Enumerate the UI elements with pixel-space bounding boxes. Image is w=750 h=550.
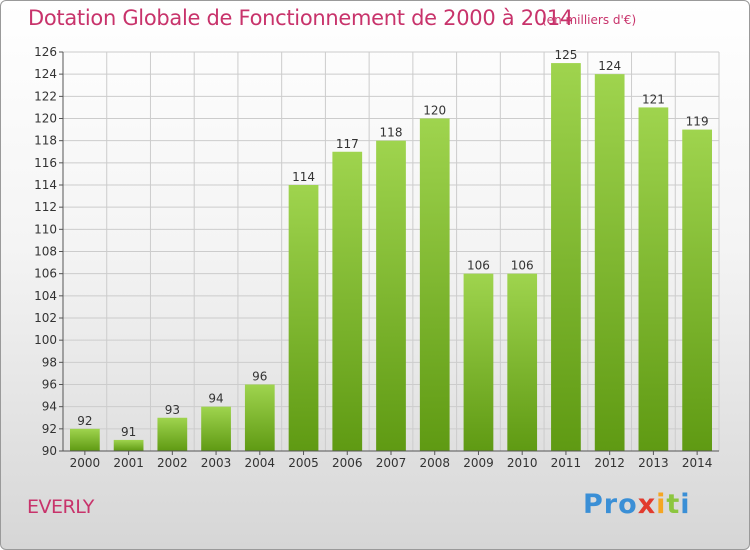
y-tick-label: 94 — [42, 400, 57, 414]
bar-value-label: 96 — [252, 370, 267, 384]
y-tick-label: 116 — [34, 156, 57, 170]
bar — [463, 273, 494, 451]
y-tick-label: 112 — [34, 200, 57, 214]
bar-value-label: 121 — [642, 92, 665, 106]
x-tick-label: 2007 — [376, 456, 407, 470]
bar-value-label: 93 — [165, 403, 180, 417]
x-tick-label: 2004 — [245, 456, 276, 470]
bar — [288, 185, 319, 451]
x-tick-label: 2011 — [551, 456, 582, 470]
x-tick-label: 2010 — [507, 456, 538, 470]
bar-value-label: 124 — [598, 59, 621, 73]
y-tick-label: 98 — [42, 355, 57, 369]
x-tick-label: 2006 — [332, 456, 363, 470]
logo-letter: i — [656, 489, 667, 520]
y-tick-label: 118 — [34, 134, 57, 148]
bar — [332, 151, 363, 451]
bar — [244, 384, 275, 451]
y-tick-label: 106 — [34, 267, 57, 281]
x-tick-label: 2008 — [419, 456, 450, 470]
y-tick-label: 126 — [34, 45, 57, 59]
bar — [638, 107, 669, 452]
bar-value-label: 125 — [554, 48, 577, 62]
proxiti-logo: Proxiti — [583, 489, 691, 520]
bar-value-label: 94 — [208, 392, 223, 406]
y-tick-label: 110 — [34, 222, 57, 236]
bar — [69, 428, 100, 451]
logo-letter: i — [680, 489, 691, 520]
y-tick-label: 122 — [34, 89, 57, 103]
bar-value-label: 120 — [423, 104, 446, 118]
bar-value-label: 92 — [77, 414, 92, 428]
y-tick-label: 102 — [34, 311, 57, 325]
bar-value-label: 106 — [467, 259, 490, 273]
y-tick-label: 114 — [34, 178, 57, 192]
bar-value-label: 117 — [336, 137, 359, 151]
bar-value-label: 106 — [511, 259, 534, 273]
y-tick-label: 96 — [42, 378, 57, 392]
chart-subtitle: (en milliers d'€) — [542, 13, 637, 27]
x-tick-label: 2014 — [682, 456, 713, 470]
x-tick-label: 2005 — [288, 456, 319, 470]
bar — [594, 74, 625, 452]
bar — [551, 63, 581, 451]
y-tick-label: 120 — [34, 112, 57, 126]
logo-letter: r — [603, 489, 619, 520]
y-tick-label: 124 — [34, 67, 57, 81]
bar — [419, 118, 450, 451]
bar-value-label: 119 — [686, 115, 709, 129]
bar-value-label: 118 — [380, 126, 403, 140]
bar — [113, 439, 144, 451]
logo-letter: o — [618, 489, 638, 520]
x-tick-label: 2002 — [157, 456, 188, 470]
chart-title: Dotation Globale de Fonctionnement de 20… — [28, 6, 573, 30]
bars: 92 91 93 94 96 114 117 118 120 106 106 125 124 121 119 — [69, 48, 713, 452]
x-tick-label: 2003 — [201, 456, 232, 470]
bar — [376, 140, 406, 451]
axes: 90 92 94 96 98 100 102 104 106 108 110 112 114 116 118… — [34, 45, 719, 470]
bar — [682, 129, 713, 452]
logo-letter: t — [666, 489, 681, 520]
y-tick-label: 100 — [34, 333, 57, 347]
x-tick-label: 2013 — [638, 456, 669, 470]
x-tick-label: 2001 — [113, 456, 144, 470]
x-tick-label: 2009 — [463, 456, 494, 470]
logo-letter: x — [637, 489, 657, 520]
bar — [507, 273, 538, 451]
x-tick-label: 2000 — [70, 456, 101, 470]
x-tick-label: 2012 — [594, 456, 625, 470]
bar — [201, 406, 231, 451]
place-name: EVERLY — [27, 496, 94, 518]
y-tick-label: 92 — [42, 422, 57, 436]
logo-letter: P — [583, 489, 604, 520]
bar — [157, 417, 188, 451]
y-tick-label: 104 — [34, 289, 57, 303]
y-tick-label: 90 — [42, 444, 57, 458]
bar-value-label: 114 — [292, 170, 315, 184]
y-tick-label: 108 — [34, 245, 57, 259]
bar-value-label: 91 — [121, 425, 136, 439]
